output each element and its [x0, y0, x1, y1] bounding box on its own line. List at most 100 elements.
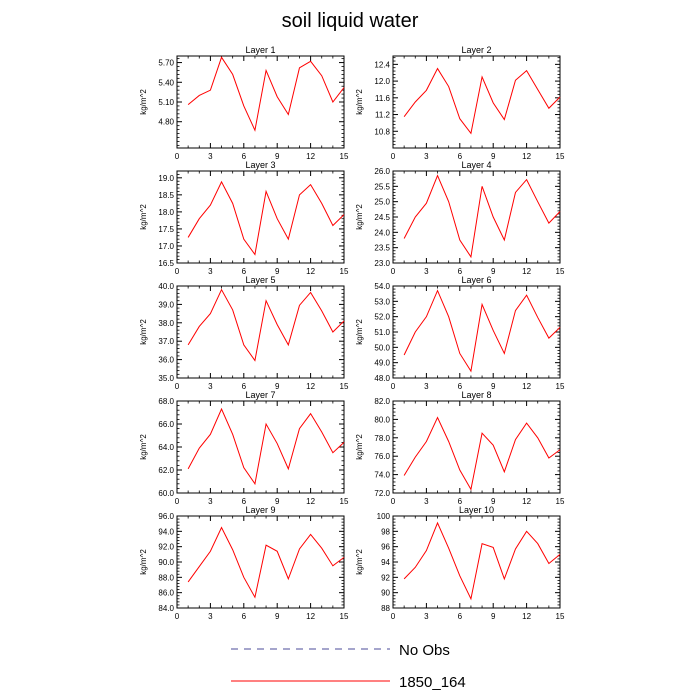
series-line	[187, 56, 345, 132]
y-tick-label: 96.0	[158, 512, 174, 521]
y-tick-label: 23.0	[374, 259, 390, 268]
x-tick-label: 6	[242, 382, 247, 391]
y-axis-label: kg/m^2	[139, 204, 148, 230]
series-line	[187, 407, 345, 486]
y-tick-label: 24.5	[374, 213, 390, 222]
x-tick-label: 15	[340, 382, 349, 391]
chart-title: soil liquid water	[282, 10, 419, 32]
y-tick-label: 100	[377, 512, 391, 521]
y-tick-label: 35.0	[158, 374, 174, 383]
panel-1: Layer 1 kg/m^2 0 3 6 9 12 15 4.80 5.10 5.40 5.70	[139, 45, 349, 161]
x-tick-label: 0	[391, 497, 396, 506]
y-tick-label: 12.4	[374, 60, 390, 69]
x-tick-label: 6	[458, 152, 463, 161]
x-tick-label: 9	[491, 612, 496, 621]
y-tick-label: 88	[381, 604, 390, 613]
y-axis-label: kg/m^2	[355, 204, 364, 230]
x-tick-label: 0	[175, 267, 180, 276]
y-tick-label: 72.0	[374, 489, 390, 498]
y-tick-label: 12.0	[374, 77, 390, 86]
panel-title: Layer 7	[245, 390, 275, 400]
x-tick-label: 6	[242, 152, 247, 161]
y-tick-label: 36.0	[158, 356, 174, 365]
y-tick-label: 24.0	[374, 228, 390, 237]
y-tick-label: 80.0	[374, 415, 390, 424]
x-tick-label: 3	[424, 382, 429, 391]
x-tick-label: 6	[242, 612, 247, 621]
y-tick-label: 53.0	[374, 297, 390, 306]
y-tick-label: 39.0	[158, 300, 174, 309]
y-tick-label: 4.80	[158, 118, 174, 127]
y-axis-label: kg/m^2	[355, 434, 364, 460]
x-tick-label: 6	[242, 267, 247, 276]
y-tick-label: 19.0	[158, 174, 174, 183]
y-tick-label: 64.0	[158, 443, 174, 452]
plot-frame	[392, 515, 561, 609]
panel-title: Layer 2	[461, 45, 491, 55]
y-tick-label: 66.0	[158, 420, 174, 429]
y-tick-label: 54.0	[374, 282, 390, 291]
y-tick-label: 5.10	[158, 98, 174, 107]
x-tick-label: 9	[491, 267, 496, 276]
y-tick-label: 50.0	[374, 343, 390, 352]
y-tick-label: 62.0	[158, 466, 174, 475]
x-tick-label: 3	[208, 152, 213, 161]
x-tick-label: 9	[275, 612, 280, 621]
y-tick-label: 11.6	[375, 94, 391, 103]
panel-5: Layer 5 kg/m^2 0 3 6 9 12 15 35.0 36.0 37.0 38.0 39.…	[139, 275, 349, 391]
x-tick-label: 15	[340, 612, 349, 621]
series-line	[187, 526, 345, 599]
plot-frame	[176, 400, 345, 494]
panel-9: Layer 9 kg/m^2 0 3 6 9 12 15 84.0 86.0 88.0 90.0 92.…	[139, 505, 349, 621]
x-tick-label: 12	[306, 382, 315, 391]
x-tick-label: 9	[275, 267, 280, 276]
plot-frame	[392, 170, 561, 264]
panel-3: Layer 3 kg/m^2 0 3 6 9 12 15 16.5 17.0 17.5 18.0 18.…	[139, 160, 349, 276]
x-tick-label: 12	[306, 267, 315, 276]
x-tick-label: 15	[556, 382, 565, 391]
x-tick-label: 3	[424, 612, 429, 621]
y-tick-label: 74.0	[374, 471, 390, 480]
y-tick-label: 76.0	[374, 452, 390, 461]
x-tick-label: 6	[458, 382, 463, 391]
y-tick-label: 88.0	[158, 573, 174, 582]
y-tick-label: 82.0	[374, 397, 390, 406]
x-tick-label: 6	[242, 497, 247, 506]
x-tick-label: 12	[522, 382, 531, 391]
y-tick-label: 51.0	[374, 328, 390, 337]
x-tick-label: 3	[208, 267, 213, 276]
y-tick-label: 78.0	[374, 434, 390, 443]
y-axis-label: kg/m^2	[139, 549, 148, 575]
x-tick-label: 15	[556, 267, 565, 276]
x-tick-label: 15	[556, 152, 565, 161]
panel-title: Layer 5	[245, 275, 275, 285]
x-tick-label: 3	[424, 497, 429, 506]
x-tick-label: 15	[340, 497, 349, 506]
plot-frame	[176, 170, 345, 264]
y-tick-label: 86.0	[158, 589, 174, 598]
y-tick-label: 96	[381, 543, 390, 552]
x-tick-label: 12	[306, 612, 315, 621]
plot-frame	[176, 285, 345, 379]
x-tick-label: 12	[522, 497, 531, 506]
x-tick-label: 0	[175, 382, 180, 391]
x-tick-label: 12	[306, 152, 315, 161]
x-tick-label: 0	[175, 497, 180, 506]
panel-6: Layer 6 kg/m^2 0 3 6 9 12 15 48.0 49.0 50.0 51.0 52.…	[355, 275, 565, 391]
y-tick-label: 18.0	[158, 208, 174, 217]
y-tick-label: 17.0	[158, 242, 174, 251]
y-tick-label: 90	[381, 589, 390, 598]
y-tick-label: 98	[381, 527, 390, 536]
x-tick-label: 6	[458, 267, 463, 276]
y-tick-label: 38.0	[158, 319, 174, 328]
y-tick-label: 94.0	[158, 527, 174, 536]
x-tick-label: 3	[424, 152, 429, 161]
plot-frame	[392, 285, 561, 379]
x-tick-label: 15	[556, 497, 565, 506]
panel-10: Layer 10 kg/m^2 0 3 6 9 12 15 88 90 92 94 96 98 100	[355, 505, 565, 621]
y-tick-label: 92.0	[158, 543, 174, 552]
y-tick-label: 90.0	[158, 558, 174, 567]
plot-frame	[392, 55, 561, 149]
y-axis-label: kg/m^2	[355, 89, 364, 115]
